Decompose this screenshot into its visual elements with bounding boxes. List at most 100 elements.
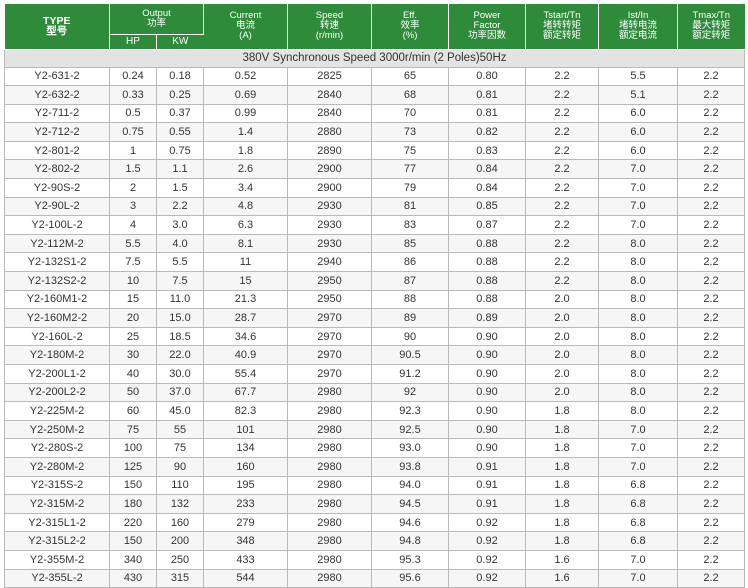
power-factor-cell: 0.88 <box>448 252 526 273</box>
efficiency-cell: 93.0 <box>371 438 449 458</box>
power-factor-cell: 0.90 <box>448 383 526 403</box>
table-row: Y2-802-2 1.5 1.1 2.6 2900 77 0.84 2.2 7.0 2.2 <box>4 159 745 180</box>
kw-cell: 0.37 <box>156 104 204 124</box>
efficiency-cell: 85 <box>371 234 449 254</box>
motor-spec-table-container: TYPE 型号 Output 功率 Current 电流 (A) Speed 转速 (r/m… <box>4 4 745 588</box>
ist-in-cell: 7.0 <box>598 178 678 198</box>
table-row: Y2-90L-2 3 2.2 4.8 2930 81 0.85 2.2 7.0 2.2 <box>4 197 745 217</box>
hp-cell: 100 <box>109 438 157 458</box>
table-row: Y2-712-2 0.75 0.55 1.4 2880 73 0.82 2.2 6.0 2.2 <box>4 122 745 142</box>
kw-cell: 132 <box>156 494 204 514</box>
type-cell: Y2-355M-2 <box>4 550 110 570</box>
ist-in-cell: 7.0 <box>598 550 678 570</box>
power-factor-cell: 0.90 <box>448 327 526 347</box>
tstart-tn-cell: 2.0 <box>525 383 599 403</box>
table-row: Y2-315S-2 150 110 195 2980 94.0 0.91 1.8 6.8 2.2 <box>4 476 745 496</box>
speed-cell: 2950 <box>287 271 372 291</box>
ist-in-cell: 8.0 <box>598 290 678 310</box>
kw-cell: 18.5 <box>156 327 204 347</box>
speed-cell: 2930 <box>287 215 372 235</box>
kw-cell: 55 <box>156 420 204 440</box>
current-cell: 2.6 <box>203 159 288 180</box>
tstart-tn-cell: 2.0 <box>525 308 599 328</box>
current-cell: 279 <box>203 513 288 533</box>
ist-in-cell: 8.0 <box>598 364 678 384</box>
speed-band-label: 380V Synchronous Speed 3000r/min (2 Pole… <box>4 49 745 68</box>
type-cell: Y2-315S-2 <box>4 476 110 496</box>
table-row: Y2-355M-2 340 250 433 2980 95.3 0.92 1.6 7.0 2.2 <box>4 550 745 570</box>
speed-cell: 2900 <box>287 159 372 180</box>
type-cell: Y2-225M-2 <box>4 401 110 421</box>
table-row: Y2-132S1-2 7.5 5.5 11 2940 86 0.88 2.2 8.0 2.2 <box>4 252 745 273</box>
table-row: Y2-225M-2 60 45.0 82.3 2980 92.3 0.90 1.8 8.0 2.2 <box>4 401 745 421</box>
current-cell: 28.7 <box>203 308 288 328</box>
type-cell: Y2-711-2 <box>4 104 110 124</box>
efficiency-cell: 81 <box>371 197 449 217</box>
tmax-tn-cell: 2.2 <box>677 513 745 533</box>
tmax-tn-cell: 2.2 <box>677 476 745 496</box>
hp-cell: 75 <box>109 420 157 440</box>
hp-cell: 0.75 <box>109 122 157 142</box>
efficiency-cell: 68 <box>371 85 449 105</box>
tstart-tn-cell: 1.8 <box>525 513 599 533</box>
efficiency-cell: 94.5 <box>371 494 449 514</box>
motor-spec-table: TYPE 型号 Output 功率 Current 电流 (A) Speed 转速 (r/m… <box>4 4 745 588</box>
tmax-tn-cell: 2.2 <box>677 457 745 477</box>
table-row: Y2-160M1-2 15 11.0 21.3 2950 88 0.88 2.0 8.0 2.2 <box>4 290 745 310</box>
power-factor-cell: 0.92 <box>448 513 526 533</box>
tmax-tn-cell: 2.2 <box>677 252 745 273</box>
type-cell: Y2-712-2 <box>4 122 110 142</box>
type-cell: Y2-132S1-2 <box>4 252 110 273</box>
ist-in-cell: 5.5 <box>598 67 678 87</box>
kw-cell: 90 <box>156 457 204 477</box>
current-cell: 233 <box>203 494 288 514</box>
ist-in-cell: 6.0 <box>598 141 678 161</box>
tmax-tn-cell: 2.2 <box>677 569 745 588</box>
type-cell: Y2-315L2-2 <box>4 531 110 551</box>
tmax-tn-cell: 2.2 <box>677 383 745 403</box>
speed-cell: 2880 <box>287 122 372 142</box>
table-row: Y2-200L2-2 50 37.0 67.7 2980 92 0.90 2.0 8.0 2.2 <box>4 383 745 403</box>
current-cell: 3.4 <box>203 178 288 198</box>
efficiency-cell: 95.3 <box>371 550 449 570</box>
power-factor-cell: 0.90 <box>448 401 526 421</box>
tstart-tn-cell: 2.2 <box>525 67 599 87</box>
ist-in-cell: 7.0 <box>598 569 678 588</box>
power-factor-cell: 0.81 <box>448 104 526 124</box>
kw-cell: 37.0 <box>156 383 204 403</box>
current-cell: 348 <box>203 531 288 551</box>
current-cell: 67.7 <box>203 383 288 403</box>
ist-in-cell: 7.0 <box>598 457 678 477</box>
tmax-tn-cell: 2.2 <box>677 420 745 440</box>
tstart-tn-cell: 2.2 <box>525 271 599 291</box>
current-cell: 11 <box>203 252 288 273</box>
efficiency-cell: 88 <box>371 290 449 310</box>
tstart-tn-cell: 1.8 <box>525 476 599 496</box>
kw-cell: 0.55 <box>156 122 204 142</box>
speed-cell: 2980 <box>287 569 372 588</box>
current-cell: 21.3 <box>203 290 288 310</box>
hp-cell: 0.5 <box>109 104 157 124</box>
table-row: Y2-315L2-2 150 200 348 2980 94.8 0.92 1.8 6.8 2.2 <box>4 531 745 551</box>
table-row: Y2-100L-2 4 3.0 6.3 2930 83 0.87 2.2 7.0 2.2 <box>4 215 745 235</box>
speed-cell: 2900 <box>287 178 372 198</box>
tstart-tn-cell: 2.2 <box>525 215 599 235</box>
speed-cell: 2970 <box>287 327 372 347</box>
ist-in-cell: 6.8 <box>598 494 678 514</box>
tmax-tn-cell: 2.2 <box>677 531 745 551</box>
current-cell: 0.69 <box>203 85 288 105</box>
power-factor-cell: 0.89 <box>448 308 526 328</box>
current-cell: 15 <box>203 271 288 291</box>
ist-in-cell: 6.8 <box>598 531 678 551</box>
current-cell: 0.52 <box>203 67 288 87</box>
type-cell: Y2-355L-2 <box>4 569 110 588</box>
hp-cell: 220 <box>109 513 157 533</box>
header-kw: KW <box>156 34 204 50</box>
power-factor-cell: 0.84 <box>448 178 526 198</box>
tmax-tn-cell: 2.2 <box>677 67 745 87</box>
hp-cell: 2 <box>109 178 157 198</box>
current-cell: 6.3 <box>203 215 288 235</box>
tmax-tn-cell: 2.2 <box>677 178 745 198</box>
efficiency-cell: 89 <box>371 308 449 328</box>
tmax-tn-cell: 2.2 <box>677 234 745 254</box>
